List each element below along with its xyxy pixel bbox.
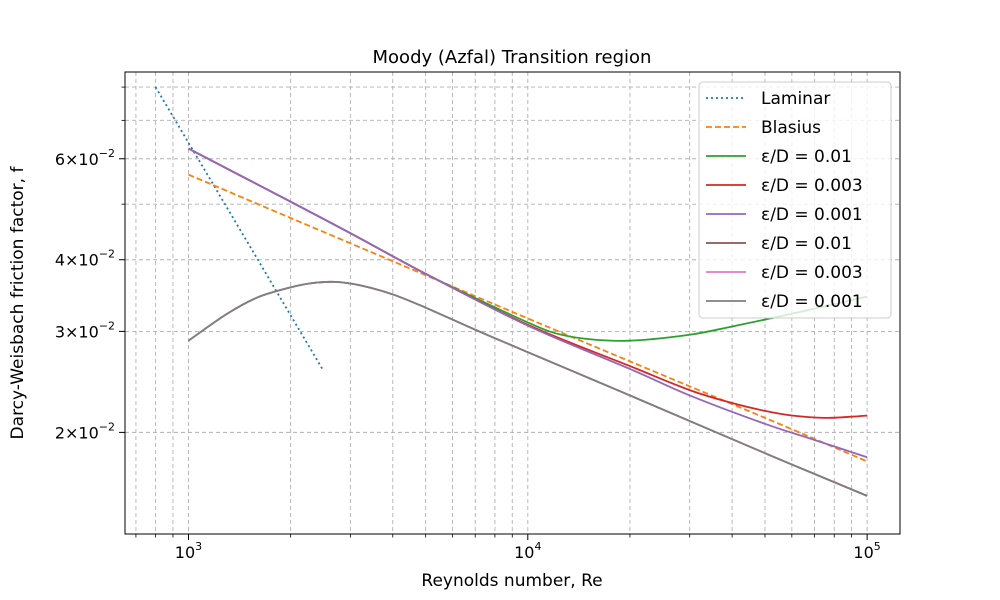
legend-label-1: Blasius <box>761 118 821 138</box>
y-axis-label: Darcy-Weisbach friction factor, f <box>8 166 28 440</box>
legend-label-0: Laminar <box>761 89 830 109</box>
series-line-1 <box>188 173 868 463</box>
legend-label-5: ε/D = 0.01 <box>761 234 852 254</box>
series-line-7 <box>187 280 868 497</box>
series-line-0 <box>154 86 325 372</box>
chart-title: Moody (Azfal) Transition region <box>373 47 652 68</box>
y-tick-label: 3×10−2 <box>55 319 115 341</box>
y-tick-label: 4×10−2 <box>55 248 115 270</box>
y-tick-label: 6×10−2 <box>55 147 115 169</box>
axis-ticks: 103 104 105 2×10−2 3×10−2 4×10−2 6×10−2 <box>55 86 881 562</box>
series-line-4 <box>188 147 868 459</box>
legend-label-7: ε/D = 0.001 <box>761 292 863 312</box>
x-tick-label: 103 <box>175 540 202 562</box>
series-lines <box>154 86 868 497</box>
legend: Laminar Blasius ε/D = 0.01 ε/D = 0.003 ε/D =… <box>698 81 892 319</box>
legend-label-4: ε/D = 0.001 <box>761 205 863 225</box>
legend-label-3: ε/D = 0.003 <box>761 176 863 196</box>
x-tick-label: 105 <box>853 540 880 562</box>
legend-box <box>698 81 892 319</box>
x-axis-label: Reynolds number, Re <box>421 571 602 591</box>
y-tick-label: 2×10−2 <box>55 420 115 442</box>
legend-label-6: ε/D = 0.003 <box>761 263 863 283</box>
x-tick-label: 104 <box>514 540 541 562</box>
legend-label-2: ε/D = 0.01 <box>761 147 852 167</box>
